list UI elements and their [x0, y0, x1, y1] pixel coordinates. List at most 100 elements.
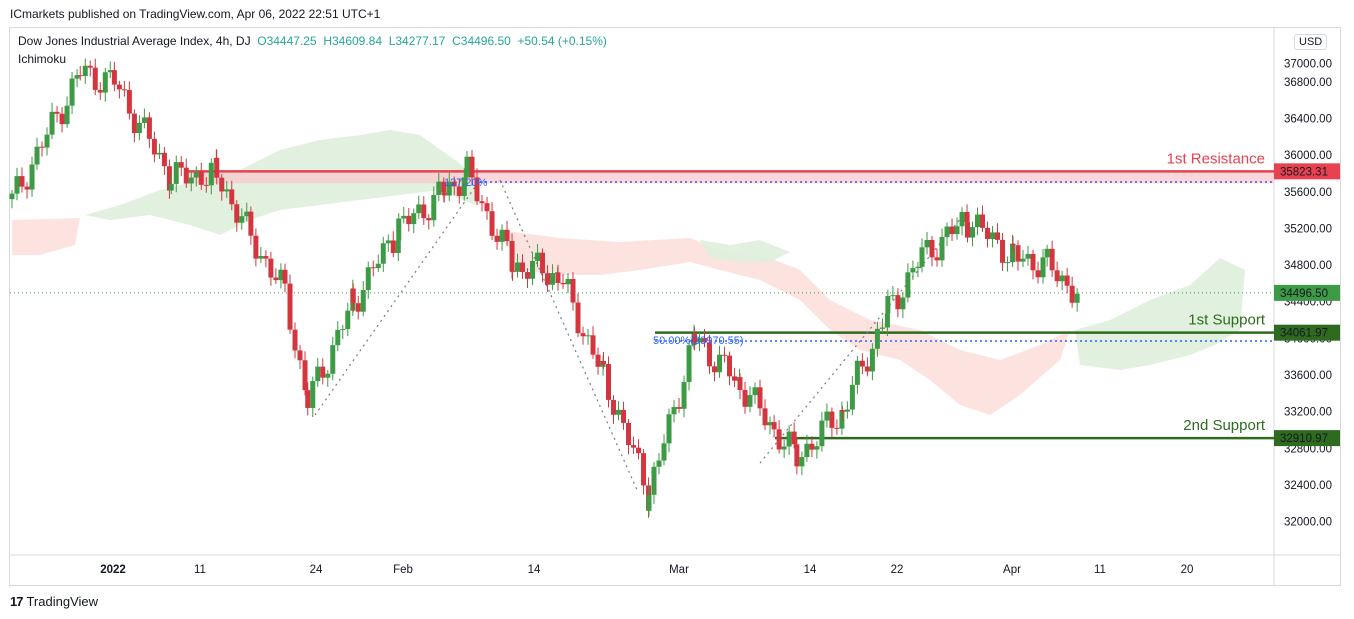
candle-body — [555, 272, 561, 283]
candle-body — [253, 235, 259, 259]
candle-body — [1020, 258, 1026, 262]
candle-body — [1035, 270, 1041, 278]
candle-body — [426, 218, 432, 221]
candle-body — [87, 65, 93, 68]
time-tick-label: 2022 — [100, 564, 126, 576]
brand-footer[interactable]: 17 TradingView — [10, 594, 98, 609]
ichimoku-cloud-bear-2 — [500, 230, 1070, 415]
candle-body — [441, 192, 447, 196]
level-label: 1st Support — [1188, 312, 1266, 329]
candle-body — [1015, 245, 1021, 262]
candle-body — [474, 177, 480, 202]
candle-body — [365, 267, 371, 291]
indicator-label[interactable]: Ichimoku — [18, 52, 67, 66]
candle-body — [859, 360, 865, 367]
candle-body — [590, 335, 596, 355]
candle-body — [990, 232, 996, 239]
candle-body — [540, 252, 546, 274]
candle-body — [479, 201, 485, 204]
price-tag-label: 34061.97 — [1280, 328, 1328, 340]
candle-body — [530, 260, 536, 279]
ichimoku-cloud-bull-2 — [700, 240, 790, 262]
symbol-legend[interactable]: Dow Jones Industrial Average Index, 4h, … — [18, 34, 607, 48]
candle-body — [102, 72, 108, 93]
candle-body — [939, 237, 945, 261]
candle-body — [330, 345, 336, 374]
candle-body — [39, 146, 45, 148]
candle-body — [239, 216, 245, 223]
candle-body — [849, 384, 855, 410]
candle-body — [1064, 275, 1070, 286]
price-tag-resistance — [1274, 163, 1340, 180]
candle-body — [77, 75, 83, 77]
candle-body — [297, 350, 303, 361]
candle-body — [111, 70, 117, 85]
candle-body — [970, 227, 976, 238]
candle-body — [14, 176, 20, 194]
time-tick-label: Apr — [1003, 564, 1021, 576]
trend-line-3 — [759, 211, 967, 464]
candle-body — [924, 240, 930, 248]
candle-body — [1044, 248, 1050, 258]
candle-body — [340, 329, 346, 331]
candle-body — [631, 445, 637, 448]
level-label: 2nd Support — [1183, 417, 1266, 434]
candle-body — [752, 387, 758, 396]
candle-body — [292, 329, 298, 351]
candle-body — [767, 422, 773, 426]
candle-body — [370, 267, 376, 269]
price-tag-support — [1274, 430, 1340, 447]
candle-body — [910, 268, 916, 273]
candle-body — [791, 431, 797, 445]
currency-button[interactable]: USD — [1294, 34, 1328, 50]
candle-body — [839, 410, 845, 412]
candle-body — [781, 446, 787, 450]
candle-body — [732, 376, 738, 381]
candle-body — [565, 278, 571, 285]
ichimoku-cloud-bull-3 — [1075, 258, 1245, 370]
candle-body — [24, 186, 30, 190]
publisher-line: ICmarkets published on TradingView.com, … — [10, 7, 381, 21]
candle-body — [661, 443, 667, 461]
ohlc-high: H34609.84 — [323, 34, 383, 48]
candle-body — [380, 243, 386, 264]
candle-body — [345, 310, 351, 330]
price-tick-label: 36800.00 — [1284, 77, 1332, 89]
candle-body — [854, 360, 860, 385]
candle-body — [1010, 243, 1016, 246]
time-tick-label: 11 — [1094, 564, 1106, 576]
candle-body — [1010, 243, 1016, 263]
candle-body — [126, 89, 132, 114]
candle-body — [156, 152, 162, 155]
candle-body — [509, 241, 515, 272]
price-tag-label: 34496.50 — [1280, 288, 1328, 300]
candle-body — [1025, 253, 1031, 259]
candle-body — [469, 156, 475, 178]
candle-body — [747, 395, 753, 407]
candle-body — [219, 177, 225, 192]
candle-body — [515, 262, 521, 272]
candle-body — [651, 466, 657, 495]
candle-body — [702, 338, 708, 343]
candle-body — [794, 444, 800, 467]
candle-body — [302, 360, 308, 391]
candle-body — [320, 366, 326, 378]
candle-body — [504, 229, 510, 242]
candle-body — [895, 295, 901, 310]
candle-body — [310, 381, 316, 408]
candle-body — [824, 411, 830, 421]
ohlc-low: L34277.17 — [388, 34, 446, 48]
candle-body — [944, 226, 950, 238]
candle-body — [350, 288, 356, 304]
candle-body — [980, 214, 986, 228]
price-tag-label: 32910.97 — [1280, 433, 1328, 445]
candle-body — [646, 494, 652, 511]
candle-body — [681, 381, 687, 409]
candle-body — [385, 240, 391, 244]
candle-body — [44, 134, 50, 148]
candle-body — [520, 262, 526, 273]
ohlc-close: C34496.50 — [452, 34, 511, 48]
candle-body — [616, 409, 622, 415]
candle-body — [1000, 239, 1006, 263]
